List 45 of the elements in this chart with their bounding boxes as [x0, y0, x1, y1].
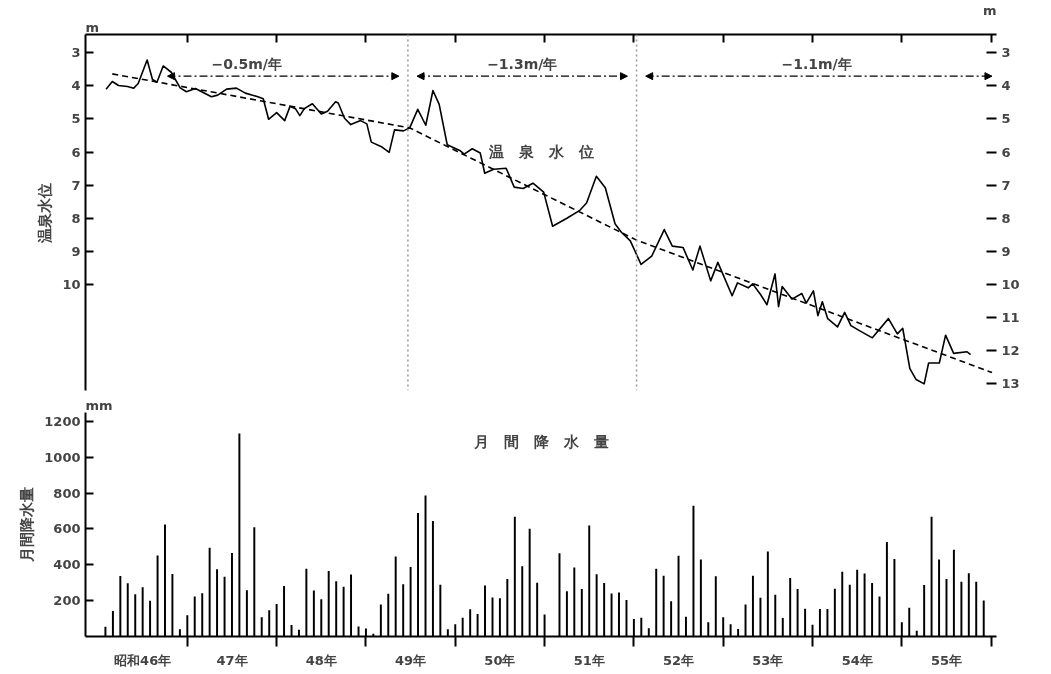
y-axis-title: 温泉水位: [36, 182, 55, 244]
y-tick-label: 1000: [44, 449, 81, 465]
x-tick-label: 50年: [484, 652, 516, 668]
y2-tick-label: 6: [1001, 144, 1011, 160]
y-tick-label: 400: [53, 557, 81, 573]
y-tick-label: 600: [53, 521, 81, 537]
y2-tick-label: 10: [1001, 277, 1020, 293]
y-tick-label: 3: [71, 45, 81, 61]
x-tick-label: 55年: [930, 652, 963, 668]
y-tick-label: 9: [71, 243, 81, 259]
x-tick-label: 54年: [841, 652, 873, 668]
annotation: −1.1m/年: [781, 56, 852, 73]
y-tick-label: 4: [71, 78, 81, 94]
y2-tick-label: 11: [1001, 310, 1020, 326]
y2-tick-label: 9: [1001, 243, 1011, 259]
x-tick-label: 51年: [573, 652, 605, 668]
y-tick-label: 6: [71, 144, 81, 160]
x-tick-label: 52年: [663, 652, 695, 668]
y-tick-label: 200: [53, 593, 81, 609]
y-tick-label: 1200: [44, 413, 81, 429]
y2-tick-label: 13: [1001, 376, 1020, 392]
y2-tick-label: 7: [1001, 177, 1011, 193]
text: m: [982, 2, 997, 18]
y2-tick-label: 5: [1001, 111, 1011, 127]
y-tick-label: 800: [53, 485, 81, 501]
x-tick-label: 49年: [395, 652, 427, 668]
y-tick-label: 5: [71, 111, 81, 127]
y-tick-label: 8: [71, 210, 81, 226]
annotation: m: [85, 19, 100, 35]
y2-tick-label: 12: [1001, 343, 1020, 359]
x-tick-label: 53年: [752, 652, 784, 668]
annotation: −0.5m/年: [211, 56, 282, 73]
x-tick-label: 47年: [216, 652, 248, 668]
text: mm: [85, 397, 113, 413]
y-axis-title: 月間降水量: [18, 487, 37, 563]
x-tick-label: 昭和46年: [114, 652, 172, 668]
y-tick-label: 10: [62, 277, 81, 293]
x-tick-label: 48年: [305, 652, 337, 668]
annotation: 温 泉 水 位: [487, 142, 594, 161]
y2-tick-label: 8: [1001, 210, 1011, 226]
annotation: −1.3m/年: [487, 56, 558, 73]
y-tick-label: 7: [71, 177, 81, 193]
y2-tick-label: 4: [1001, 78, 1011, 94]
annotation: 月 間 降 水 量: [472, 432, 609, 451]
y2-tick-label: 3: [1001, 45, 1011, 61]
